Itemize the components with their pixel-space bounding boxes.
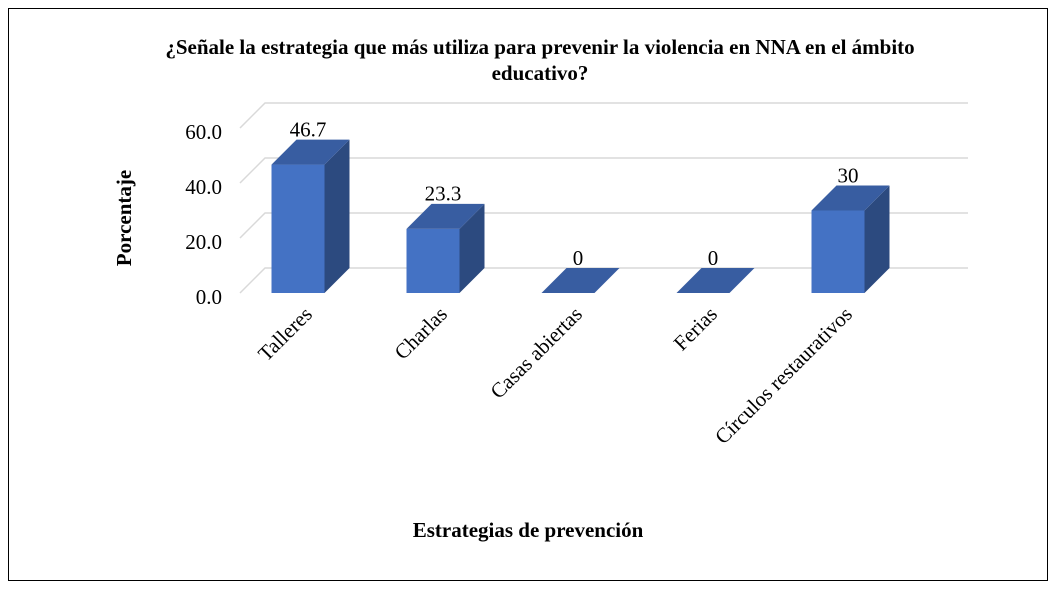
bar [406, 228, 460, 293]
bar-top [271, 139, 350, 165]
bar [271, 164, 325, 293]
bar-side [324, 139, 350, 293]
x-axis-title: Estrategias de prevención [413, 518, 644, 542]
bar-top [406, 203, 485, 229]
data-label: 30 [838, 163, 859, 187]
bar-side [459, 203, 485, 293]
grid-line [239, 102, 968, 129]
data-label: 23.3 [425, 182, 462, 206]
data-label: 0 [708, 246, 719, 270]
chart-border [8, 8, 1048, 581]
bar-top [541, 268, 620, 293]
y-tick-label: 60.0 [185, 120, 222, 144]
y-axis-title: Porcentaje [112, 170, 136, 266]
y-tick-label: 0.0 [196, 285, 222, 309]
bar [811, 210, 865, 293]
bar-top [676, 268, 755, 293]
bar-top [811, 185, 890, 211]
data-label: 46.7 [290, 117, 327, 141]
y-tick-label: 40.0 [185, 175, 222, 199]
grid-line [239, 212, 968, 239]
chart-title: ¿Señale la estrategia que más utiliza pa… [165, 35, 915, 85]
data-label: 0 [573, 246, 584, 270]
grid-line [239, 157, 968, 184]
y-tick-label: 20.0 [185, 230, 222, 254]
bar-side [864, 185, 890, 293]
